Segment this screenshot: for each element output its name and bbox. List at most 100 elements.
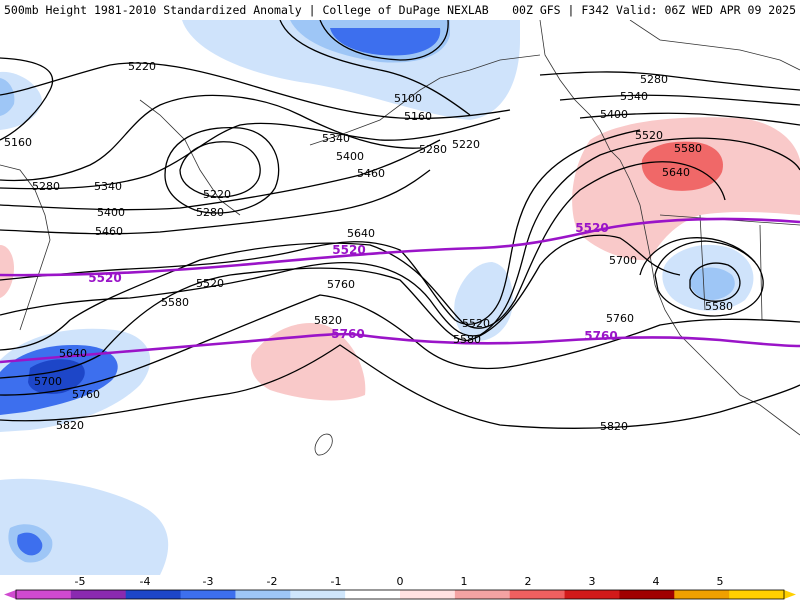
contour-label: 5280 [640,73,668,86]
highlight-contour-5760 [0,332,800,364]
contour-5820-line [0,344,800,429]
colorbar-swatch [290,590,346,599]
contour-5340-line [0,117,501,190]
colorbar-outline [15,589,785,600]
contour-label: 5640 [347,227,375,240]
contour-label: 5820 [600,420,628,433]
anomaly-negative-southwest-island-core [17,532,43,556]
contour-label: 5580 [705,300,733,313]
contour-label: 5520 [462,317,490,330]
chart-title: 500mb Height 1981-2010 Standardized Anom… [4,3,489,17]
colorbar-swatch [16,590,72,599]
anomaly-negative-us-low-core [689,267,735,300]
contour-label: 5580 [453,333,481,346]
colorbar-tick-label: -1 [331,575,342,588]
model-run-info: 00Z GFS | F342 Valid: 06Z WED APR 09 202… [512,3,796,17]
contour-label: 5160 [404,110,432,123]
contour-label: 5340 [94,180,122,193]
contour-label: 5280 [196,206,224,219]
contour-label: 5220 [128,60,156,73]
colorbar-tick-label: 0 [397,575,404,588]
island-hawaii [314,433,333,456]
colorbar-tick-label: 5 [717,575,724,588]
colorbar-right-arrow [784,590,796,599]
colorbar-swatch [674,590,730,599]
contour-label: 5220 [452,138,480,151]
contour-label: 5580 [161,296,189,309]
contour-label: 5340 [322,132,350,145]
contour-5160-line [0,20,471,141]
contour-5100-line [319,20,449,61]
highlight-contour-label: 5520 [575,221,608,235]
contour-5760-line [0,294,800,396]
colorbar-tick-label: -3 [203,575,214,588]
highlight-contour-label: 5520 [332,243,365,257]
contour-label: 5760 [72,388,100,401]
contour-5520-line [0,129,641,325]
contour-5280-line [0,94,421,182]
contour-5580-us [654,240,764,317]
coastline-northeast [629,20,800,71]
colorbar-swatch [70,590,127,599]
contour-label: 5520 [196,277,224,290]
anomaly-negative-west-edge-core [0,78,15,116]
contour-5400-line [0,139,441,211]
colorbar-tick-label: -4 [140,575,151,588]
anomaly-map: 5220 5100 5160 5160 5280 5340 5220 5280 … [0,20,800,575]
contour-5220-low [179,141,261,198]
contour-5280-northeast [539,71,800,91]
coastline-west-asia [0,164,51,331]
contour-label: 5400 [336,150,364,163]
colorbar-swatch [125,590,182,599]
contour-label: 5700 [609,254,637,267]
contour-5400-northeast [579,112,800,126]
colorbar-swatch [729,590,785,599]
contour-5220-north [0,62,511,120]
contour-5520-us [639,237,756,276]
colorbar-tick-label: -5 [75,575,86,588]
contour-5340-northeast [559,94,800,106]
contour-label: 5400 [600,108,628,121]
anomaly-positive-northeast-core [641,141,723,191]
colorbar-tick-label: 1 [461,575,468,588]
contour-label: 5400 [97,206,125,219]
contour-label: 5160 [4,136,32,149]
highlight-contour-5520 [0,217,800,277]
contour-label: 5640 [662,166,690,179]
contour-label: 5100 [394,92,422,105]
colorbar-swatch [564,590,620,599]
colorbar-swatch [400,590,456,599]
colorbar-swatch [454,590,511,599]
colorbar-swatch [235,590,291,599]
contour-label: 5760 [327,278,355,291]
colorbar-swatch [180,590,236,599]
contour-5460-line [0,169,431,235]
highlight-contour-label: 5760 [331,327,364,341]
contour-5580-line [0,137,800,337]
anomaly-positive-central [250,323,366,401]
contour-5640-us [689,262,741,302]
contour-label: 5340 [620,90,648,103]
colorbar-swatch [509,590,566,599]
colorbar-swatch [345,590,401,599]
contour-5640-line [0,161,726,351]
contour-label: 5460 [357,167,385,180]
highlight-contour-label: 5520 [88,271,121,285]
colorbar-left-arrow [4,590,16,599]
contour-label: 5280 [419,143,447,156]
color-bar: -5 -4 -3 -2 -1 0 1 2 3 4 5 [4,575,796,600]
colorbar-swatch [619,590,675,599]
contour-label: 5520 [635,129,663,142]
contour-label: 5820 [314,314,342,327]
highlight-contour-label: 5760 [584,329,617,343]
colorbar-tick-label: 3 [589,575,596,588]
contour-label: 5220 [203,188,231,201]
contour-5700-line [0,234,681,379]
contour-label: 5820 [56,419,84,432]
contour-label: 5700 [34,375,62,388]
colorbar-tick-label: 2 [525,575,532,588]
anomaly-positive-west-edge [0,245,14,298]
contour-label: 5460 [95,225,123,238]
colorbar-tick-label: -2 [267,575,278,588]
colorbar-tick-label: 4 [653,575,660,588]
